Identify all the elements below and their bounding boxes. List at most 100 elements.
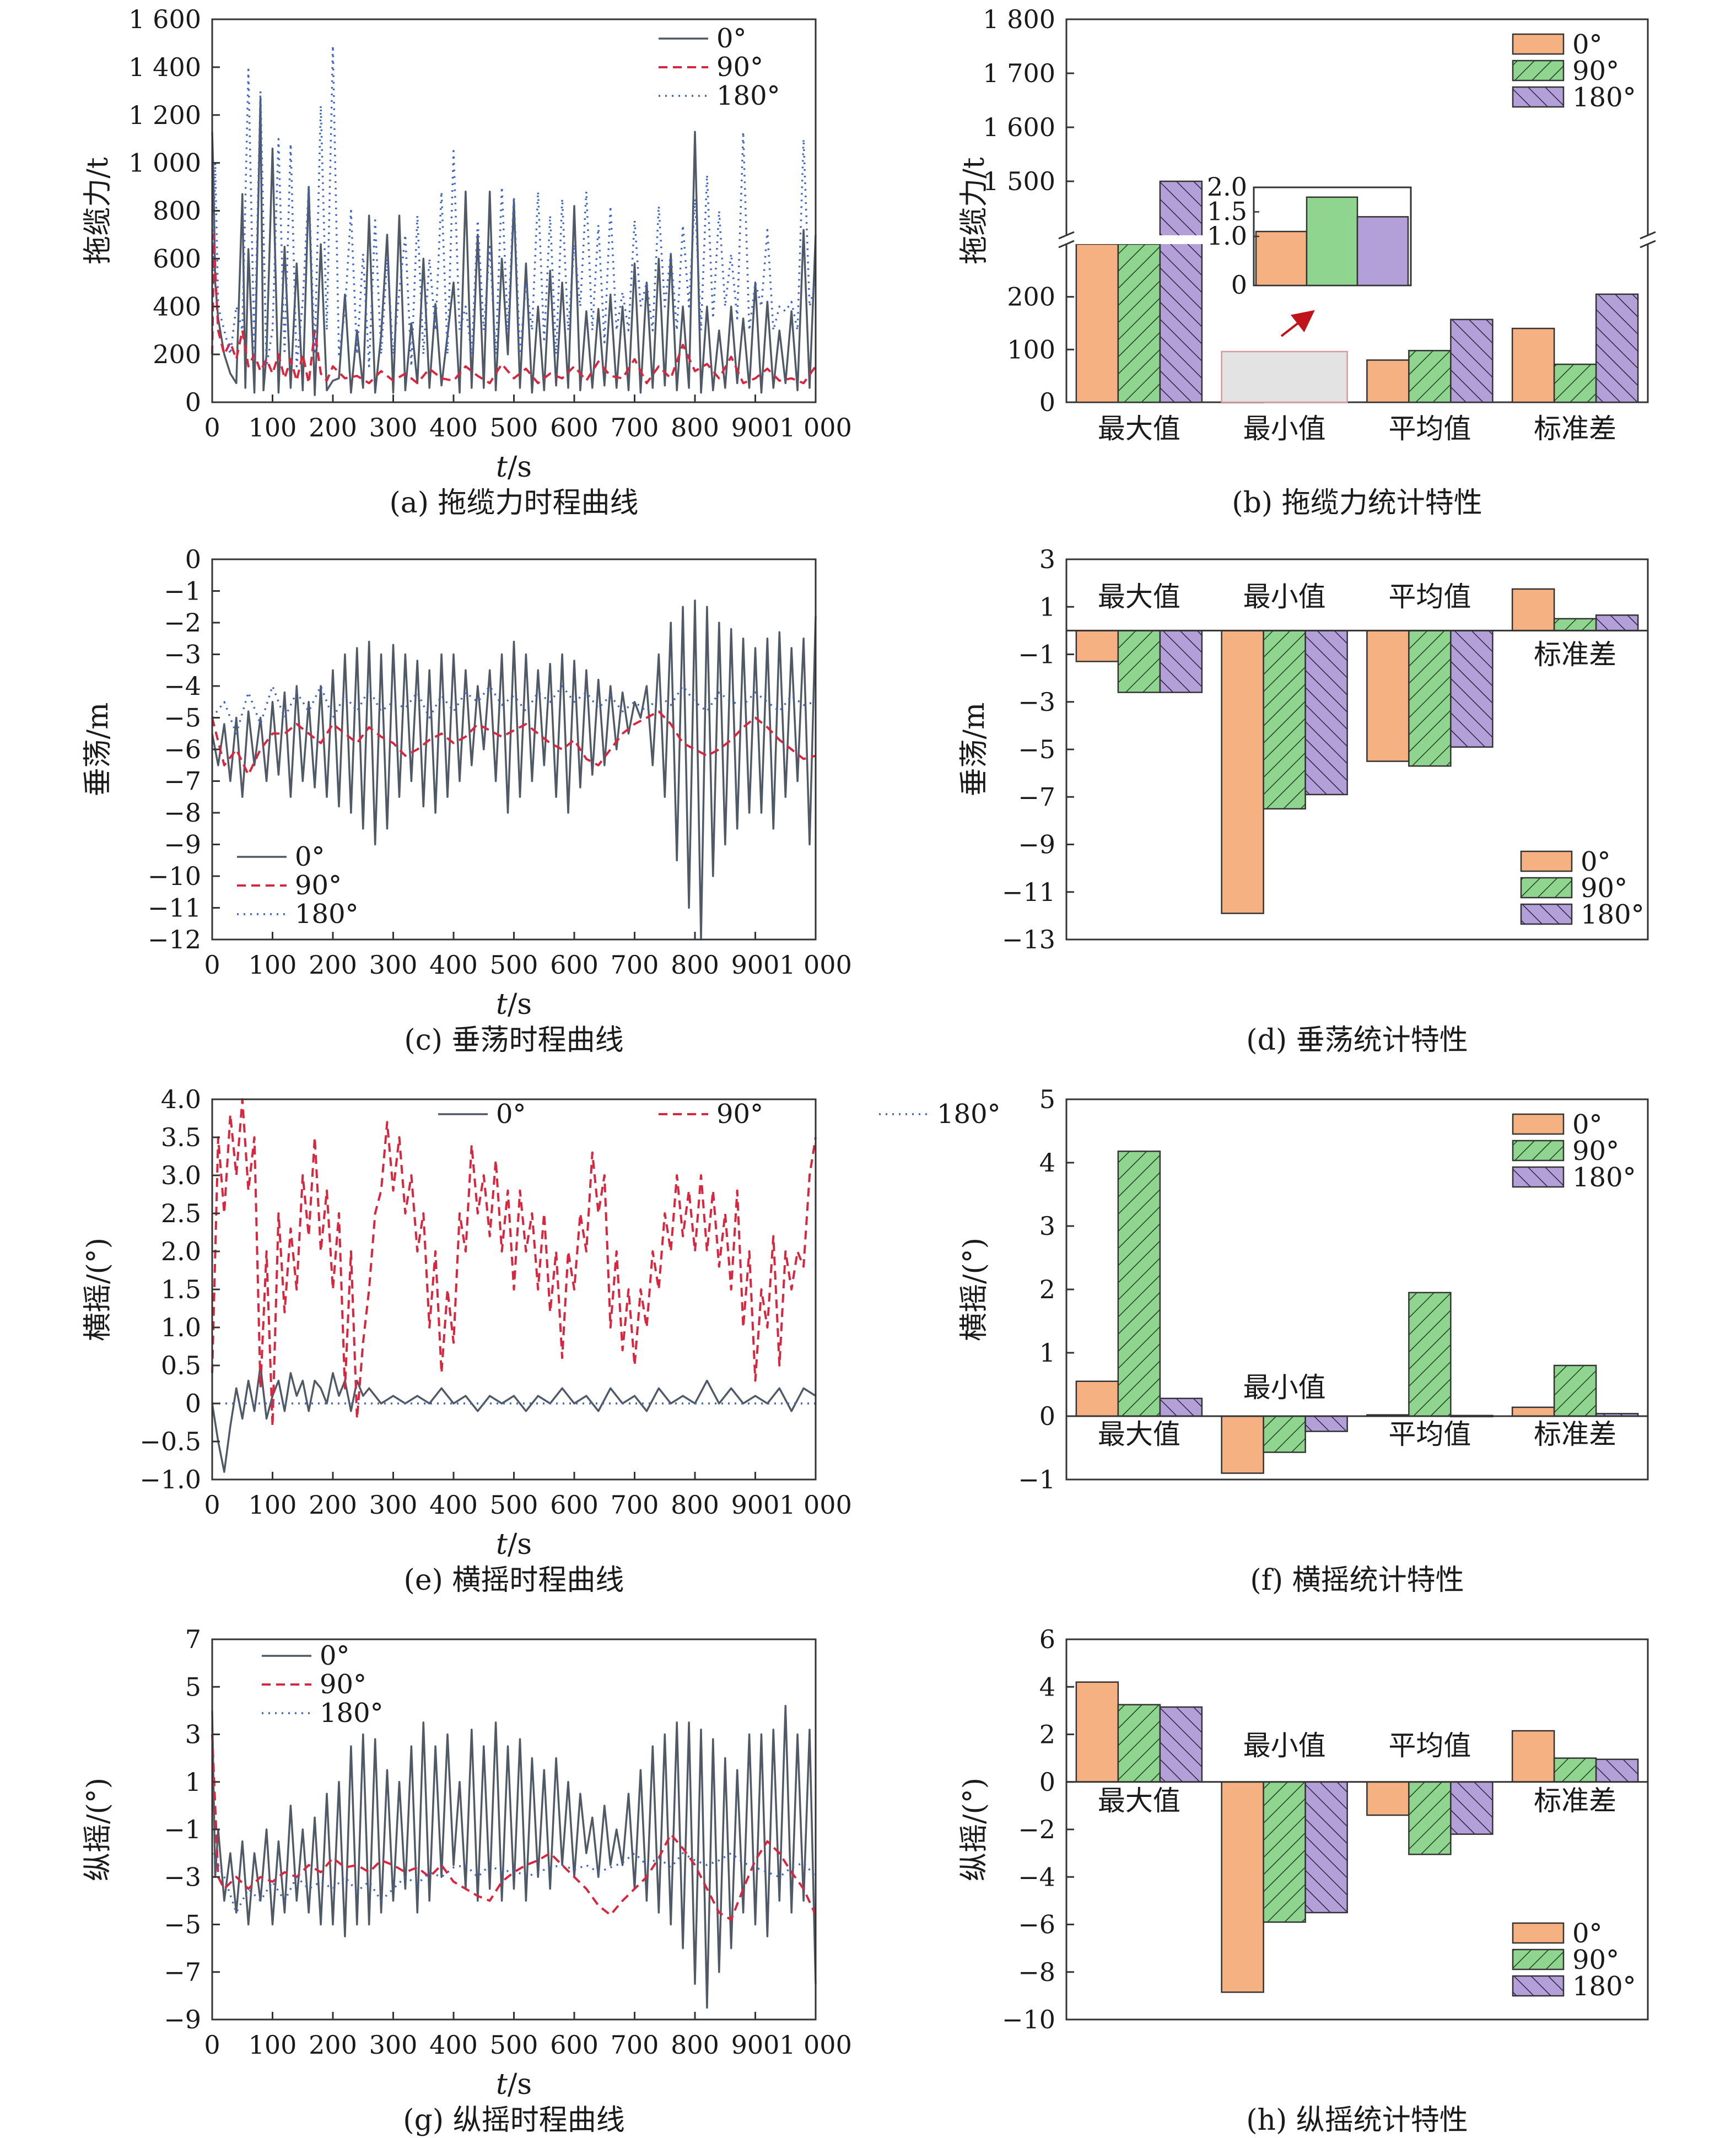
ytick-label-e-5: 1.5 [161, 1275, 201, 1304]
xtick-label-e-9: 900 [731, 1490, 780, 1520]
legend-label-h-1: 90° [1572, 1945, 1619, 1975]
ytick-label-d-4: −5 [1018, 735, 1055, 764]
bar-f-2-1 [1408, 1292, 1452, 1417]
legend-label-d-0: 0° [1581, 846, 1611, 877]
legend-swatch-d-0 [1520, 850, 1573, 872]
ytick-label-h-0: 6 [1039, 1624, 1055, 1654]
xlabel-g: t/s [496, 2068, 532, 2101]
legend-label-e-0: 0° [496, 1099, 526, 1130]
bar-d-0-2 [1159, 630, 1203, 693]
xtick-label-a-6: 600 [550, 413, 599, 442]
xtick-label-c-8: 800 [671, 950, 719, 980]
xtick-label-c-0: 0 [204, 950, 220, 980]
legend-label-e-2: 180° [937, 1099, 1001, 1130]
ytick-label-f-1: 4 [1039, 1148, 1055, 1178]
legend-label-e-1: 90° [716, 1099, 763, 1130]
category-label-b-0: 最大值 [1098, 413, 1180, 445]
ytick-label-h-1: 4 [1039, 1672, 1055, 1702]
caption-a: (a) 拖缆力时程曲线 [389, 487, 638, 520]
xtick-label-a-10: 1 000 [779, 413, 852, 442]
ytick-label-e-9: −0.5 [139, 1427, 201, 1456]
ytick-label-g-2: 3 [185, 1720, 201, 1750]
caption-e: (e) 横摇时程曲线 [404, 1564, 624, 1597]
ytick-label-e-7: 0.5 [161, 1351, 201, 1380]
ytick-label-g-6: −5 [164, 1910, 201, 1940]
ytick-label-e-8: 0 [185, 1389, 201, 1418]
bar-h-1-2 [1304, 1781, 1348, 1914]
ytick-label-f-0: 5 [1039, 1084, 1055, 1114]
caption-d: (d) 垂荡统计特性 [1246, 1024, 1468, 1057]
bar-h-2-2 [1450, 1781, 1494, 1835]
bar-d-1-2 [1304, 630, 1348, 796]
xtick-label-e-5: 500 [490, 1490, 538, 1520]
ytick-label-c-3: −3 [164, 640, 201, 670]
category-label-b-1: 最小值 [1243, 413, 1326, 445]
ytick-label-c-1: −1 [164, 576, 201, 606]
caption-c: (c) 垂荡时程曲线 [404, 1024, 623, 1057]
ytick-label-g-5: −3 [164, 1862, 201, 1892]
xtick-label-a-2: 200 [309, 413, 357, 442]
xtick-label-c-3: 300 [369, 950, 418, 980]
bar-d-3-1 [1553, 618, 1597, 631]
series-g-1 [211, 1734, 817, 1921]
xtick-label-g-0: 0 [204, 2030, 220, 2060]
category-label-d-0: 最大值 [1098, 581, 1180, 613]
plot-frame-b [1065, 18, 1649, 403]
legend-label-f-1: 90° [1572, 1136, 1619, 1167]
ytick-label-a-6: 1 200 [128, 100, 201, 130]
xtick-label-c-7: 700 [611, 950, 659, 980]
ytick-label-h-5: −4 [1018, 1862, 1055, 1892]
xtick-label-a-4: 400 [429, 413, 478, 442]
legend-label-b-2: 180° [1572, 82, 1636, 113]
category-label-h-3: 标准差 [1534, 1785, 1616, 1817]
bar-b-2-2 [1450, 318, 1494, 403]
ytick-label-f-4: 1 [1039, 1338, 1055, 1368]
series-e-1 [211, 1098, 817, 1428]
xtick-label-g-1: 100 [249, 2030, 297, 2060]
bar-d-3-2 [1595, 614, 1639, 631]
series-c-2 [211, 685, 816, 735]
ytick-label-f-5: 0 [1039, 1401, 1055, 1431]
xtick-label-g-8: 800 [671, 2030, 719, 2060]
bar-f-1-2 [1304, 1415, 1348, 1432]
ytick-label-h-3: 0 [1039, 1767, 1055, 1797]
ytick-label-c-8: −8 [164, 798, 201, 828]
bar-d-0-0 [1075, 630, 1119, 662]
bar-b-3-1 [1553, 363, 1597, 403]
xtick-label-c-2: 200 [309, 950, 357, 980]
bar-h-2-1 [1408, 1781, 1452, 1855]
ytick-label-c-7: −7 [164, 766, 201, 796]
ylabel-b: 拖缆力/t [958, 157, 991, 264]
inset-ytick-label-1: 1.0 [1207, 221, 1247, 251]
ytick-label-e-2: 3.0 [161, 1160, 201, 1190]
ylabel-f: 横摇/(°) [958, 1238, 991, 1341]
xtick-label-e-10: 1 000 [779, 1490, 852, 1520]
ytick-label-upper-3: 1 800 [983, 4, 1055, 34]
ytick-label-g-4: −1 [164, 1815, 201, 1844]
xtick-label-e-2: 200 [309, 1490, 357, 1520]
series-a-0 [211, 97, 817, 396]
ytick-label-g-3: 1 [185, 1767, 201, 1797]
ytick-label-a-7: 1 400 [128, 52, 201, 82]
legend-label-g-0: 0° [320, 1640, 350, 1671]
ytick-label-d-7: −11 [1002, 877, 1055, 907]
category-label-f-1: 最小值 [1243, 1372, 1326, 1403]
legend-label-f-2: 180° [1572, 1162, 1636, 1193]
legend-label-d-2: 180° [1581, 899, 1645, 930]
caption-b: (b) 拖缆力统计特性 [1232, 487, 1482, 520]
inset-ytick-label-0: 0 [1231, 270, 1247, 300]
ylabel-h: 纵摇/(°) [958, 1778, 991, 1881]
ytick-label-e-1: 3.5 [161, 1122, 201, 1152]
ytick-label-a-4: 800 [153, 196, 201, 226]
ytick-label-d-0: 3 [1039, 544, 1055, 574]
bar-b-0-1 [1117, 243, 1161, 403]
bar-h-3-2 [1595, 1758, 1639, 1783]
break-mark-top-1 [1640, 231, 1656, 240]
legend-swatch-b-2 [1512, 86, 1565, 108]
ytick-label-g-0: 7 [185, 1624, 201, 1654]
series-a-1 [211, 233, 817, 385]
xtick-label-a-9: 900 [731, 413, 780, 442]
ytick-label-lower-2: 200 [1007, 282, 1055, 312]
xtick-label-a-7: 700 [611, 413, 659, 442]
